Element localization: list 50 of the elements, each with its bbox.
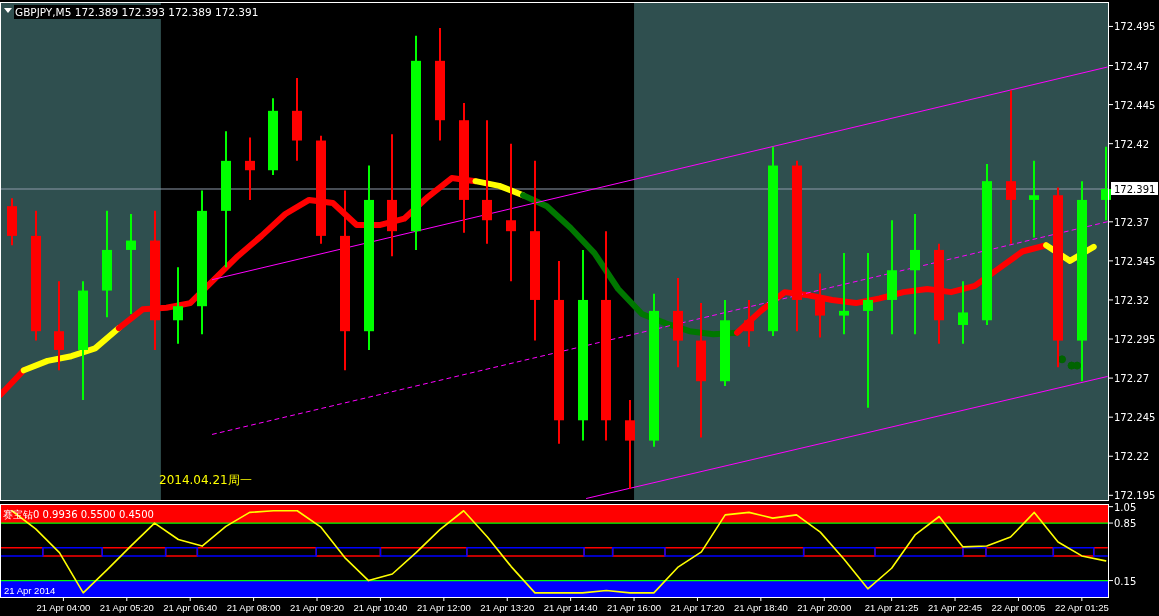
candlestick [910, 212, 920, 336]
candlestick [506, 142, 516, 283]
candlestick [1029, 159, 1039, 239]
y-tick-label: 172.495 [1114, 21, 1156, 33]
y-tick-label: 1.05 [1114, 501, 1137, 513]
x-tick-label: 21 Apr 13:20 [480, 602, 535, 613]
x-tick-label: 21 Apr 08:00 [226, 602, 281, 613]
candlestick [625, 398, 635, 491]
x-tick-label: 21 Apr 14:40 [543, 602, 598, 613]
x-tick-label: 21 Apr 22:45 [928, 602, 982, 613]
candlestick [839, 252, 849, 336]
y-tick-label: 172.42 [1114, 138, 1149, 150]
x-tick-label: 21 Apr 16:00 [607, 602, 661, 613]
y-tick-label: 172.345 [1114, 255, 1156, 267]
y-tick-label: 172.37 [1114, 216, 1149, 228]
candlestick [173, 266, 183, 345]
x-tick-label: 21 Apr 17:20 [670, 602, 725, 613]
x-tick-label: 21 Apr 04:00 [36, 602, 91, 613]
x-tick-label: 21 Apr 20:00 [797, 602, 852, 613]
x-tick-label: 21 Apr 21:25 [864, 602, 919, 613]
y-tick-label: 172.295 [1114, 334, 1156, 346]
candlestick [126, 212, 136, 316]
y-tick-label: 172.47 [1114, 60, 1149, 72]
candlestick [1101, 145, 1111, 222]
x-tick-label: 21 Apr 06:40 [163, 602, 218, 613]
x-tick-label: 22 Apr 00:05 [991, 602, 1046, 613]
candlestick [958, 280, 968, 345]
candlestick [245, 136, 255, 201]
x-tick-label: 21 Apr 18:40 [733, 602, 788, 613]
x-tick-label: 21 Apr 12:00 [416, 602, 471, 613]
candlestick [863, 252, 873, 409]
y-tick-label: 0.85 [1114, 518, 1137, 530]
annotation: 21 Apr 2014 [4, 585, 56, 596]
x-tick-label: 21 Apr 05:20 [99, 602, 154, 613]
candlestick [482, 119, 492, 245]
x-tick-label: 22 Apr 01:25 [1054, 602, 1109, 613]
y-tick-label: 172.27 [1114, 373, 1149, 385]
y-tick-label: 172.22 [1114, 451, 1149, 463]
y-tick-label: 172.195 [1114, 490, 1156, 502]
ref-line-label: 172.391 [1114, 183, 1156, 195]
candlestick [54, 280, 64, 372]
y-tick-label: 172.32 [1114, 294, 1149, 306]
y-tick-label: 0.15 [1114, 575, 1137, 587]
y-tick-label: 172.445 [1114, 99, 1156, 111]
x-tick-label: 21 Apr 10:40 [353, 602, 408, 613]
candlestick [1006, 89, 1016, 245]
chart-title: GBPJPY,M5 172.389 172.393 172.389 172.391 [15, 6, 259, 18]
x-tick-label: 21 Apr 09:20 [290, 602, 344, 613]
y-tick-label: 172.245 [1114, 412, 1156, 424]
annotation: 2014.04.21周一 [159, 473, 252, 487]
